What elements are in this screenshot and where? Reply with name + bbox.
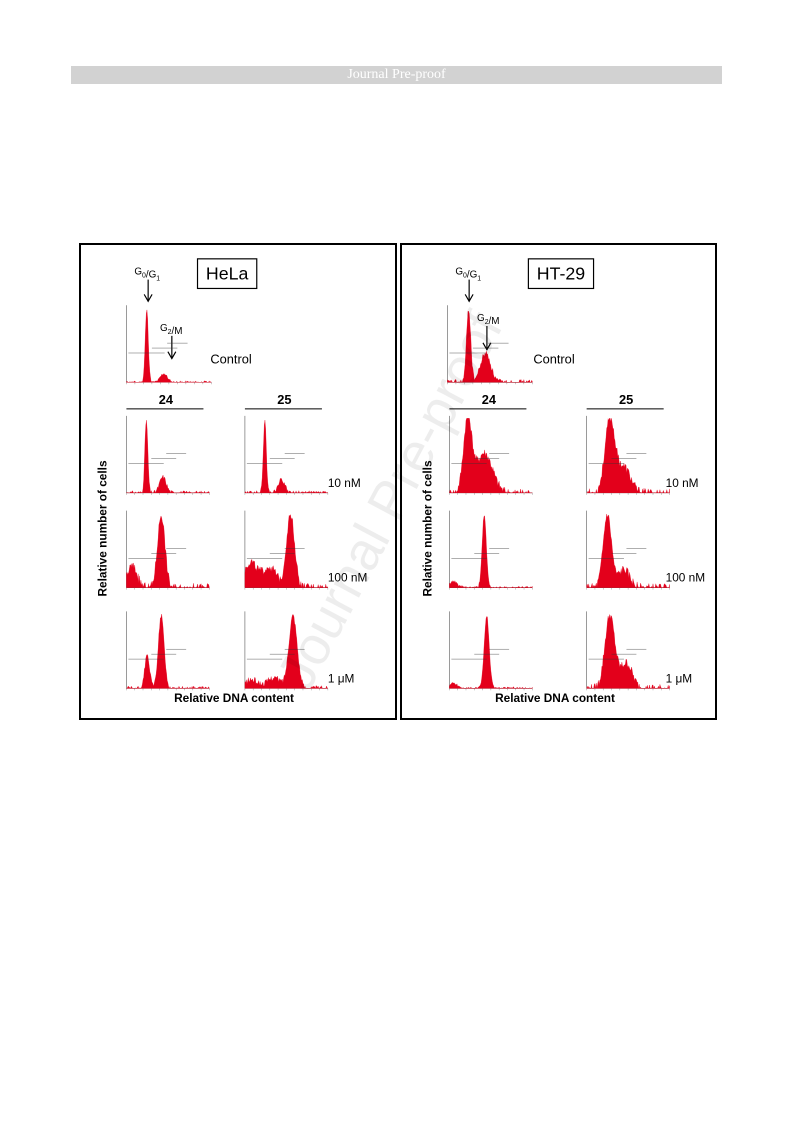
- control-label: Control: [533, 352, 574, 367]
- column-header-24: 24: [482, 392, 497, 407]
- column-header-25: 25: [619, 392, 633, 407]
- histogram-24-100-nm: [126, 510, 210, 590]
- histogram-area: [449, 418, 533, 494]
- g0-g1-marker-label: G0/G1: [134, 267, 160, 283]
- column-header-25: 25: [277, 392, 291, 407]
- histogram-area: [244, 614, 329, 689]
- x-axis-label: Relative DNA content: [174, 691, 294, 705]
- histogram-24-10-nm: [125, 415, 210, 495]
- histogram-area: [449, 515, 533, 589]
- histogram-25-1-μm: [586, 611, 670, 691]
- histogram-area: [244, 514, 329, 589]
- cell-line-label: HeLa: [206, 264, 249, 284]
- hela-panel: HeLa G0/G1 G2/M Control 24 25 10 nM 100 nM 1 μM R…: [79, 243, 397, 720]
- journal-preproof-banner: Journal Pre-proof: [71, 66, 722, 84]
- g0-g1-marker-label: G0/G1: [455, 267, 481, 283]
- dose-label-1: 100 nM: [328, 571, 367, 585]
- histogram-area: [586, 418, 670, 494]
- cell-line-label: HT-29: [537, 264, 585, 284]
- histogram-25-10-nm: [586, 415, 670, 495]
- histogram-25-10-nm: [244, 415, 329, 495]
- dose-label-1: 100 nM: [666, 571, 705, 585]
- ht29-figure: HT-29 G0/G1 G2/M Control 24 25 10 nM 100 nM 1 μM…: [421, 258, 705, 705]
- dose-label-0: 10 nM: [328, 476, 361, 490]
- g0-g1-arrow: [143, 279, 153, 303]
- histogram-area: [586, 614, 670, 689]
- histogram-area: [449, 616, 533, 689]
- dose-label-2: 1 μM: [328, 671, 355, 685]
- histogram-25-1-μm: [244, 611, 329, 691]
- histogram-control: [447, 305, 533, 385]
- g2-m-arrow: [482, 325, 492, 351]
- cell-line-box: [527, 258, 595, 290]
- cell-line-box: [196, 258, 258, 290]
- histogram-area: [244, 420, 329, 494]
- ht29-panel: HT-29 G0/G1 G2/M Control 24 25 10 nM 100 nM 1 μM…: [400, 243, 717, 720]
- dose-label-0: 10 nM: [666, 476, 699, 490]
- control-label: Control: [210, 352, 251, 367]
- dose-label-2: 1 μM: [666, 671, 693, 685]
- histogram-25-100-nm: [586, 510, 670, 590]
- g0-g1-arrow: [464, 279, 474, 303]
- histogram-area: [126, 309, 212, 383]
- column-header-24: 24: [159, 392, 174, 407]
- histogram-24-10-nm: [449, 415, 533, 495]
- histogram-24-1-μm: [126, 611, 210, 691]
- histogram-area: [125, 420, 210, 494]
- x-axis-label: Relative DNA content: [495, 691, 615, 705]
- histogram-24-100-nm: [449, 510, 533, 590]
- hela-figure: HeLa G0/G1 G2/M Control 24 25 10 nM 100 nM 1 μM R…: [96, 258, 367, 705]
- y-axis-label: Relative number of cells: [421, 460, 435, 596]
- histogram-area: [126, 613, 210, 689]
- histogram-area: [126, 515, 210, 589]
- histogram-25-100-nm: [244, 510, 329, 590]
- g2-m-marker-label: G2/M: [477, 313, 499, 327]
- y-axis-label: Relative number of cells: [96, 460, 110, 596]
- histogram-control: [126, 305, 212, 385]
- histogram-area: [447, 311, 533, 383]
- histogram-24-1-μm: [449, 611, 533, 691]
- g2-m-marker-label: G2/M: [160, 323, 182, 337]
- g2-m-arrow: [167, 335, 177, 360]
- histogram-area: [586, 513, 670, 589]
